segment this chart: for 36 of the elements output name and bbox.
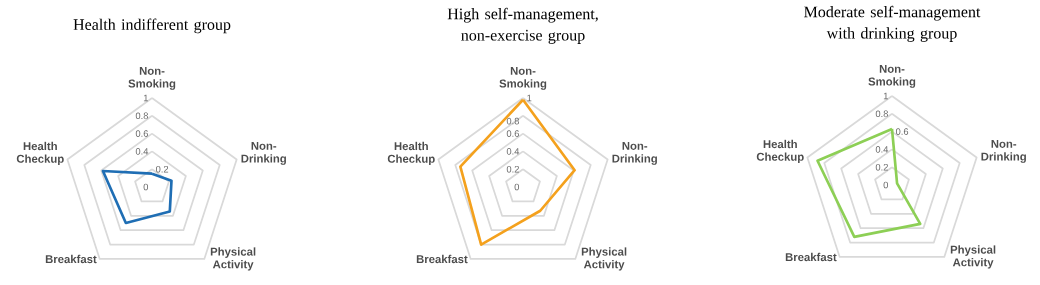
spoke-label: Health Checkup xyxy=(387,141,435,166)
y-tick-label: 0.6 xyxy=(135,130,148,137)
y-tick-label: 1 xyxy=(143,94,148,102)
y-tick-label: 0.6 xyxy=(895,128,909,135)
spoke-label: Non-Drinking xyxy=(612,142,657,165)
spoke-label: Non-Drinking xyxy=(241,142,286,165)
chart-title: High self-management, non-exercise group xyxy=(447,7,598,44)
spoke-label: Breakfast xyxy=(45,254,97,264)
chart-title: Moderate self-management with drinking group xyxy=(804,5,981,42)
spoke-label: Physical Activity xyxy=(581,247,627,271)
spoke-label: Health Checkup xyxy=(756,139,804,164)
y-tick-label: 0.8 xyxy=(506,117,519,125)
y-tick-label: 1 xyxy=(883,92,888,100)
y-tick-label: 0.4 xyxy=(135,148,149,155)
spoke-label: Non-Smoking xyxy=(868,64,916,88)
y-tick-label: 0.8 xyxy=(875,110,888,118)
y-tick-label: 0 xyxy=(143,183,149,191)
spoke-label: Non-Smoking xyxy=(499,66,547,90)
y-tick-label: 0.2 xyxy=(155,165,169,173)
chart-title: Health indifferent group xyxy=(73,18,231,34)
y-tick-label: 0.4 xyxy=(875,146,889,153)
y-tick-label: 0.2 xyxy=(875,163,888,171)
spoke-label: Non-Smoking xyxy=(128,66,176,90)
y-tick-label: 0.8 xyxy=(135,112,149,120)
spoke-label: Physical Activity xyxy=(210,247,256,271)
y-tick-label: 0 xyxy=(883,181,889,189)
spoke-label: Health Checkup xyxy=(16,141,64,166)
spoke-label: Breakfast xyxy=(416,254,468,264)
y-tick-label: 0.2 xyxy=(506,165,519,173)
y-tick-label: 0.6 xyxy=(506,130,519,137)
y-tick-label: 1 xyxy=(527,94,532,102)
y-tick-label: 0.4 xyxy=(506,148,520,155)
y-tick-label: 0 xyxy=(514,183,520,191)
spoke-label: Non-Drinking xyxy=(981,140,1026,163)
spoke-label: Breakfast xyxy=(785,252,837,262)
spoke-label: Physical Activity xyxy=(950,245,996,269)
